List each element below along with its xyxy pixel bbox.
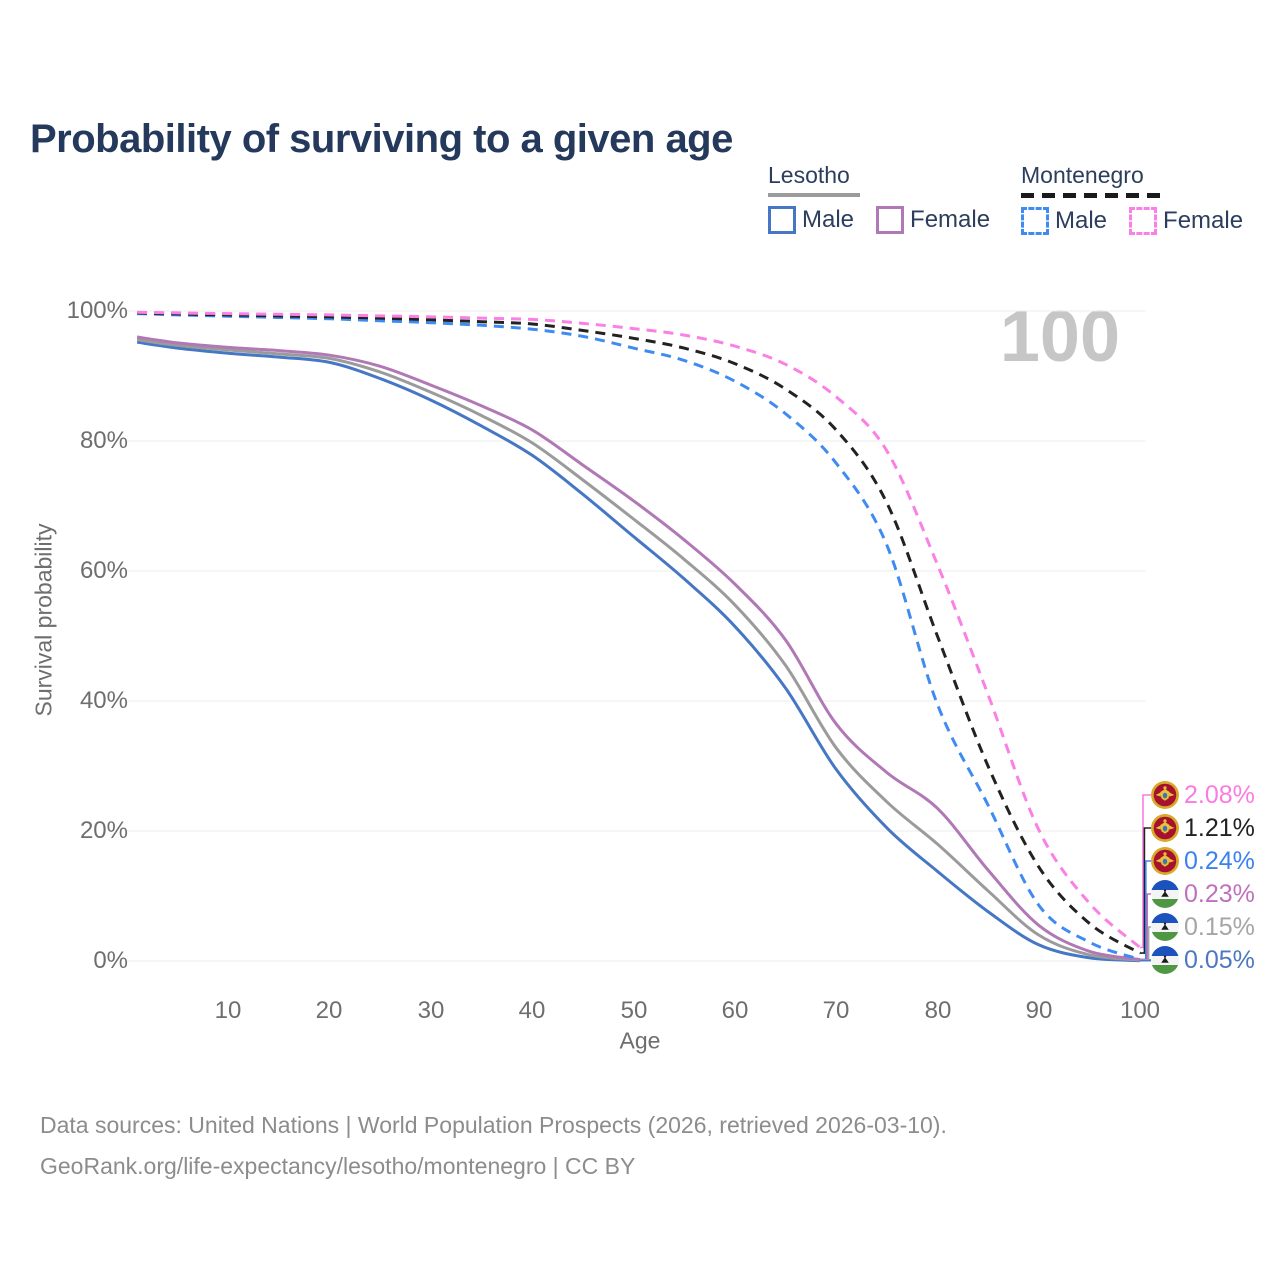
- page-title: Probability of surviving to a given age: [30, 116, 733, 161]
- montenegro-female-swatch-icon: [1129, 207, 1158, 235]
- end-label-lesotho-female: 0.23%: [1150, 878, 1255, 910]
- legend-item-label: Male: [1055, 207, 1108, 234]
- y-tick-label: 20%: [79, 817, 128, 844]
- lesotho-male-swatch-icon: [768, 206, 796, 234]
- montenegro-flag-icon: [1150, 846, 1180, 876]
- lesotho-female-swatch-icon: [876, 206, 905, 234]
- montenegro-flag-icon: [1150, 780, 1180, 810]
- legend-country-lesotho: Lesotho: [768, 162, 850, 188]
- x-tick-label: 10: [214, 997, 242, 1024]
- x-tick-label: 30: [417, 997, 445, 1024]
- data-source-line1: Data sources: United Nations | World Pop…: [40, 1112, 947, 1138]
- montenegro-flag-icon: [1150, 813, 1180, 843]
- montenegro-line-style-swatch: [1021, 193, 1163, 198]
- legend-country-montenegro: Montenegro: [1021, 162, 1144, 188]
- data-source-line2: GeoRank.org/life-expectancy/lesotho/mont…: [40, 1153, 636, 1179]
- y-tick-label: 60%: [79, 557, 128, 584]
- legend-item-lesotho-female[interactable]: Female: [876, 206, 990, 234]
- x-tick-label: 50: [620, 997, 648, 1024]
- end-label-montenegro-female: 2.08%: [1150, 779, 1255, 811]
- end-label-montenegro-all: 1.21%: [1150, 812, 1255, 844]
- end-label-lesotho-all: 0.15%: [1150, 911, 1255, 943]
- end-label-value: 2.08%: [1184, 780, 1255, 809]
- legend-item-lesotho-male[interactable]: Male: [768, 206, 854, 234]
- end-label-value: 0.05%: [1184, 945, 1255, 974]
- lesotho-flag-icon: [1150, 912, 1180, 942]
- legend-group-montenegro: Montenegro Male Female: [1021, 162, 1243, 235]
- y-tick-label: 0%: [93, 947, 128, 974]
- end-label-value: 0.24%: [1184, 846, 1255, 875]
- y-tick-label: 80%: [79, 427, 128, 454]
- legend-item-montenegro-male[interactable]: Male: [1021, 207, 1107, 235]
- age-counter-watermark: 100: [999, 297, 1120, 377]
- lesotho-flag-icon: [1150, 879, 1180, 909]
- x-tick-label: 80: [924, 997, 952, 1024]
- legend-item-label: Female: [1163, 207, 1244, 234]
- x-tick-label: 60: [721, 997, 749, 1024]
- x-tick-label: 20: [315, 997, 343, 1024]
- x-tick-label: 90: [1025, 997, 1053, 1024]
- montenegro-male-swatch-icon: [1021, 207, 1049, 235]
- legend-group-lesotho: Lesotho Male Female: [768, 162, 990, 234]
- x-tick-label: 100: [1119, 997, 1161, 1024]
- end-label-value: 0.23%: [1184, 879, 1255, 908]
- end-label-value: 0.15%: [1184, 912, 1255, 941]
- lesotho-flag-icon: [1150, 945, 1180, 975]
- legend-item-label: Female: [910, 206, 991, 233]
- end-label-montenegro-male: 0.24%: [1150, 845, 1255, 877]
- x-tick-label: 40: [518, 997, 546, 1024]
- x-tick-label: 70: [822, 997, 850, 1024]
- x-axis-title: Age: [619, 1027, 661, 1054]
- lesotho-line-style-swatch: [768, 193, 860, 197]
- legend-item-montenegro-female[interactable]: Female: [1129, 207, 1243, 235]
- y-tick-label: 40%: [79, 687, 128, 714]
- y-tick-label: 100%: [66, 297, 128, 324]
- end-label-lesotho-male: 0.05%: [1150, 944, 1255, 976]
- data-source-note: Data sources: United Nations | World Pop…: [40, 1105, 947, 1187]
- y-axis-title: Survival probability: [30, 523, 57, 717]
- end-label-value: 1.21%: [1184, 813, 1255, 842]
- legend-item-label: Male: [802, 206, 855, 233]
